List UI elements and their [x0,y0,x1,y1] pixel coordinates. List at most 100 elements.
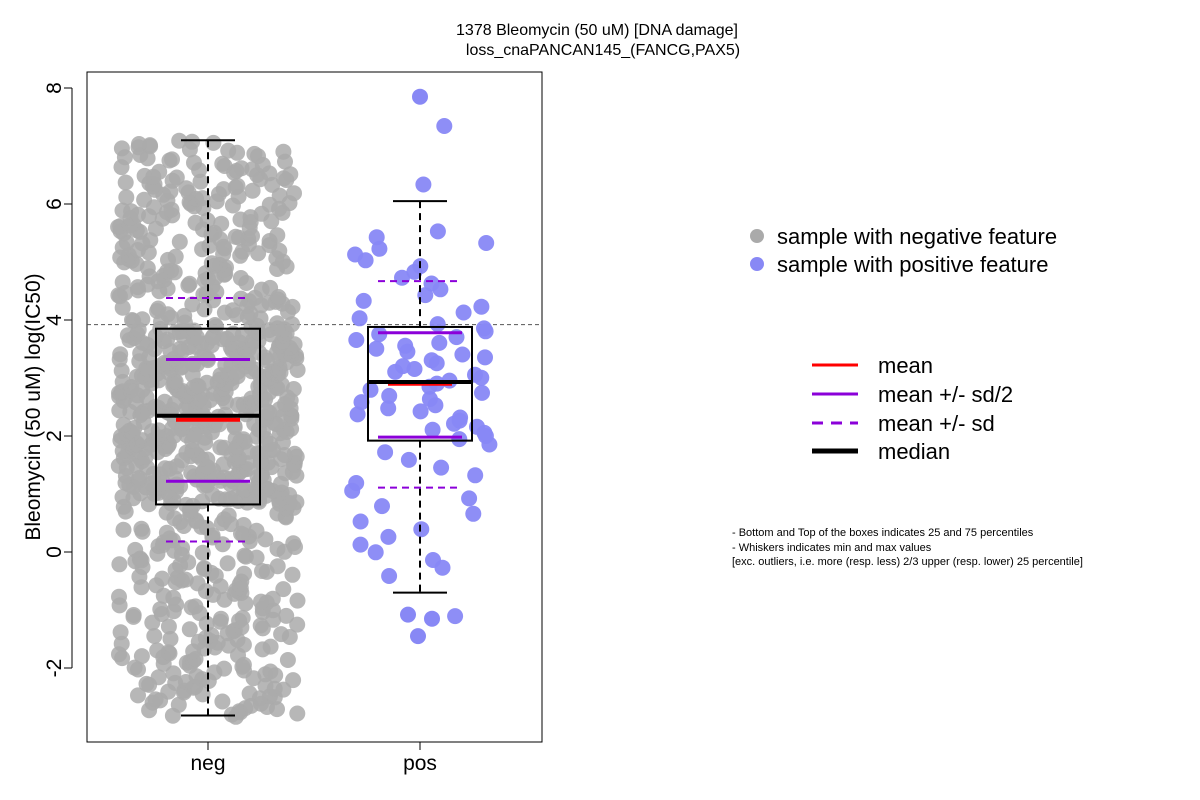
point-neg [236,565,253,582]
point-neg [257,677,274,694]
outlier-point-pos [400,606,416,623]
point-neg [241,685,258,702]
point-neg [136,191,153,208]
point-neg [113,140,130,157]
point-pos [353,394,370,411]
point-neg [138,675,155,692]
point-pos [423,275,440,292]
point-pos [454,346,471,363]
point-neg [184,296,201,313]
point-pos [424,421,441,438]
legend-sd-label: mean +/- sd [878,411,995,436]
point-neg [262,279,279,296]
point-neg [171,233,188,250]
point-neg [284,566,301,583]
x-axis: neg pos [87,324,542,775]
point-pos [455,304,472,321]
point-neg [194,190,211,207]
point-neg [114,202,131,219]
point-neg [196,560,213,577]
point-neg [156,393,173,410]
legend-negative-marker [750,229,764,243]
point-pos [368,340,385,357]
point-neg [111,588,127,605]
point-neg [227,228,244,245]
point-neg [154,570,171,587]
outlier-point-pos [412,88,428,105]
point-pos [412,403,429,420]
point-neg [282,166,299,183]
point-neg [244,182,261,199]
point-neg [275,143,292,160]
point-neg [214,693,231,710]
point-pos [381,568,398,584]
point-neg [214,155,231,172]
chart-title-line1: 1378 Bleomycin (50 uM) [DNA damage] [456,22,738,39]
point-neg [285,535,302,552]
data-points [110,88,498,725]
box-elements [155,139,473,717]
x-tick-label-neg: neg [190,752,225,775]
point-pos [381,387,398,404]
point-neg [118,189,135,206]
point-neg [112,346,129,363]
point-neg [187,214,204,231]
point-neg [224,302,241,319]
point-neg [215,181,232,198]
point-neg [216,660,233,677]
point-neg [114,489,131,505]
point-neg [269,540,286,557]
point-pos [436,118,453,134]
point-neg [213,215,230,232]
point-neg [117,174,134,191]
point-neg [248,522,265,539]
point-pos [451,431,468,448]
legend-sd-half-label: mean +/- sd/2 [878,382,1013,407]
point-neg [207,317,223,333]
point-neg [235,517,252,533]
legend-lines: mean mean +/- sd/2 mean +/- sd median [812,353,1013,464]
point-pos [400,451,417,468]
point-pos [415,176,432,193]
point-pos [423,352,440,369]
point-neg [220,142,237,159]
point-neg [112,624,129,641]
point-pos [348,475,365,491]
point-neg [125,607,142,623]
point-neg [213,610,229,627]
y-tick-label: 8 [43,82,66,94]
point-neg [150,669,167,686]
point-neg [219,555,236,572]
legend-points: sample with negative feature sample with… [750,224,1057,277]
point-pos [473,298,490,315]
point-neg [212,439,229,456]
y-tick-label: -2 [43,659,66,678]
point-neg [254,563,270,579]
point-neg [150,422,167,439]
point-neg [285,672,302,689]
point-neg [286,185,302,202]
point-pos [429,223,446,240]
x-tick-label-pos: pos [403,752,437,775]
point-neg [269,315,286,332]
point-pos [348,332,365,348]
point-neg [187,598,204,615]
point-pos [362,381,379,398]
y-tick-label: 6 [43,198,66,210]
point-neg [133,520,150,537]
point-pos [467,467,484,484]
point-neg [262,663,279,680]
y-tick-label: 4 [43,314,66,326]
chart-title-line2: loss_cnaPANCAN145_(FANCG,PAX5) [466,42,740,59]
point-pos [447,608,464,625]
point-neg [115,521,132,538]
point-neg [113,635,130,652]
point-neg [168,169,185,186]
point-neg [167,248,184,265]
point-neg [114,274,131,291]
point-pos [347,246,364,263]
point-neg [186,154,202,171]
point-pos [374,498,390,515]
point-neg [111,556,128,573]
point-neg [170,696,187,713]
